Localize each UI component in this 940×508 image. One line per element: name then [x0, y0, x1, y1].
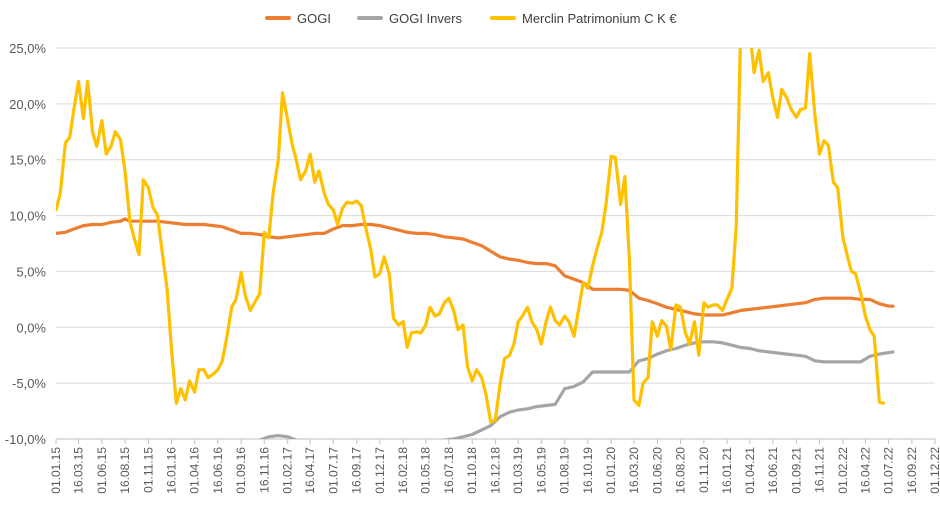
x-tick-label: 16.11.21 — [812, 447, 826, 493]
y-axis-ticks: 25,0% 20,0% 15,0% 10,0% 5,0% 0,0% -5,0% -10,0% — [5, 41, 47, 447]
x-tick-label: 01.07.22 — [881, 447, 895, 494]
x-tick-label: 16.03.15 — [71, 447, 85, 494]
legend-swatch-merclin — [490, 16, 516, 20]
x-tick-label: 01.07.17 — [326, 447, 340, 494]
x-tick-label: 01.08.19 — [558, 447, 572, 494]
x-tick-label: 01.12.22 — [928, 447, 940, 494]
legend-label-gogi-invers: GOGI Invers — [389, 10, 462, 26]
legend-swatch-gogi-invers — [357, 16, 383, 20]
series-lines — [56, 48, 895, 439]
y-tick-label: 15,0% — [9, 153, 46, 168]
legend-item-gogi-invers: GOGI Invers — [357, 8, 462, 28]
legend-item-merclin: Merclin Patrimonium C K € — [490, 8, 677, 28]
gridlines — [56, 47, 935, 440]
x-tick-label: 01.05.18 — [419, 447, 433, 494]
series-line-gogi — [56, 217, 895, 317]
x-tick-label: 01.12.17 — [373, 447, 387, 494]
y-tick-label: 5,0% — [16, 264, 46, 279]
series-line-gogi-invers — [257, 340, 895, 439]
x-tick-label: 16.06.21 — [766, 447, 780, 494]
x-tick-label: 16.11.16 — [257, 447, 271, 493]
x-tick-label: 16.07.18 — [442, 447, 456, 494]
x-tick-label: 16.04.17 — [303, 447, 317, 494]
x-tick-label: 01.04.21 — [743, 447, 757, 494]
x-axis-ticks: 01.01.15 16.03.15 01.06.15 16.08.15 01.11.15… — [49, 439, 940, 494]
x-tick-label: 16.08.20 — [674, 447, 688, 494]
x-tick-label: 16.03.20 — [627, 447, 641, 494]
x-tick-label: 01.11.15 — [141, 447, 155, 493]
x-tick-label: 16.01.21 — [720, 447, 734, 494]
x-tick-label: 16.04.22 — [858, 447, 872, 494]
x-tick-label: 01.10.18 — [465, 447, 479, 494]
x-tick-label: 01.01.20 — [604, 447, 618, 494]
x-tick-label: 01.06.15 — [95, 447, 109, 494]
x-tick-label: 01.06.20 — [650, 447, 664, 494]
x-tick-label: 16.08.15 — [118, 447, 132, 494]
x-tick-label: 01.09.21 — [789, 447, 803, 494]
y-tick-label: 10,0% — [9, 209, 46, 224]
x-tick-label: 01.02.22 — [836, 447, 850, 494]
legend-label-gogi: GOGI — [297, 10, 331, 26]
x-tick-label: 16.10.19 — [581, 447, 595, 494]
x-tick-label: 16.09.17 — [350, 447, 364, 494]
x-tick-label: 01.02.17 — [281, 447, 295, 494]
y-tick-label: 20,0% — [9, 97, 46, 112]
x-tick-label: 01.09.16 — [234, 447, 248, 494]
x-tick-label: 01.03.19 — [511, 447, 525, 494]
x-tick-label: 16.05.19 — [534, 447, 548, 494]
y-tick-label: -5,0% — [12, 376, 46, 391]
x-tick-label: 01.01.15 — [49, 447, 63, 494]
legend-swatch-gogi — [265, 16, 291, 20]
x-tick-label: 01.04.16 — [188, 447, 202, 494]
y-tick-label: 0,0% — [16, 320, 46, 335]
series-line-merclin — [56, 48, 886, 424]
y-tick-label: 25,0% — [9, 41, 46, 56]
x-tick-label: 16.09.22 — [905, 447, 919, 494]
x-tick-label: 01.11.20 — [697, 447, 711, 493]
x-tick-label: 16.06.16 — [211, 447, 225, 494]
legend-label-merclin: Merclin Patrimonium C K € — [522, 10, 677, 26]
y-tick-label: -10,0% — [5, 432, 47, 447]
x-tick-label: 16.12.18 — [488, 447, 502, 494]
legend-item-gogi: GOGI — [265, 8, 331, 28]
x-tick-label: 16.01.16 — [165, 447, 179, 494]
x-tick-label: 16.02.18 — [396, 447, 410, 494]
